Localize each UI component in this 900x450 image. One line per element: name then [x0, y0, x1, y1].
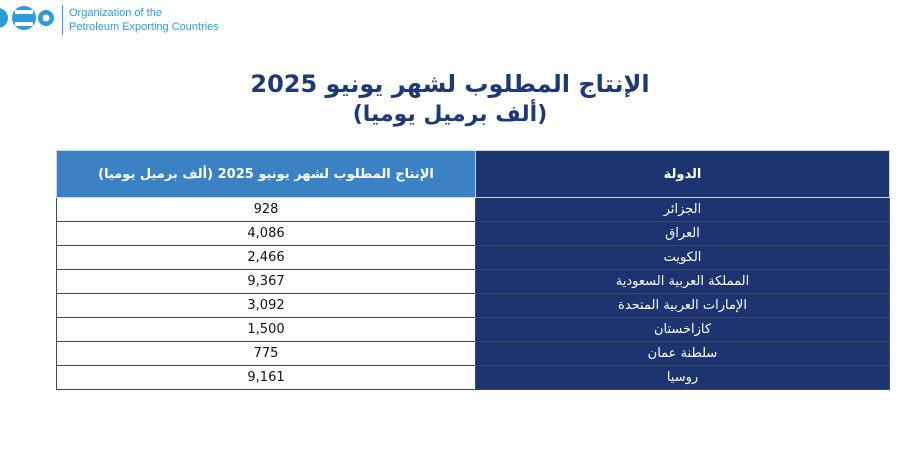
title-line2: (ألف برميل يوميا) [352, 102, 548, 127]
cell-country: العراق [475, 221, 890, 246]
cell-country: الكويت [475, 245, 890, 270]
opec-logo-icon [0, 0, 56, 40]
org-name: Organization of the Petroleum Exporting … [69, 6, 219, 34]
cell-production-value: 2,466 [56, 245, 476, 270]
cell-production-value: 9,161 [56, 365, 476, 390]
cell-country: روسيا [475, 365, 890, 390]
page-title: الإنتاج المطلوب لشهر يونيو 2025 (ألف برم… [0, 68, 900, 130]
cell-production-value: 775 [56, 341, 476, 366]
table-row: 9,161 روسيا [56, 365, 890, 390]
cell-country: كازاخستان [475, 317, 890, 342]
org-name-line2: Petroleum Exporting Countries [69, 21, 219, 33]
cell-country: الإمارات العربية المتحدة [475, 293, 890, 318]
table-row: 2,466 الكويت [56, 245, 890, 270]
table-header-row: الإنتاج المطلوب لشهر يونيو 2025 (ألف برم… [56, 150, 890, 198]
cell-production-value: 9,367 [56, 269, 476, 294]
table-row: 3,092 الإمارات العربية المتحدة [56, 293, 890, 318]
table-row: 775 سلطنة عمان [56, 341, 890, 366]
cell-country: المملكة العربية السعودية [475, 269, 890, 294]
cell-production-value: 4,086 [56, 221, 476, 246]
header-country: الدولة [475, 150, 890, 198]
org-name-line1: Organization of the [69, 7, 162, 19]
opec-header: Organization of the Petroleum Exporting … [0, 0, 219, 40]
table-body: 928 الجزائر 4,086 العراق 2,466 الكويت 9,367 الم… [56, 197, 890, 390]
cell-production-value: 3,092 [56, 293, 476, 318]
logo-divider [62, 5, 63, 35]
title-line1: الإنتاج المطلوب لشهر يونيو 2025 [250, 70, 650, 98]
cell-production-value: 928 [56, 197, 476, 222]
cell-country: الجزائر [475, 197, 890, 222]
cell-production-value: 1,500 [56, 317, 476, 342]
table-row: 9,367 المملكة العربية السعودية [56, 269, 890, 294]
table-row: 928 الجزائر [56, 197, 890, 222]
table-row: 1,500 كازاخستان [56, 317, 890, 342]
header-required-production: الإنتاج المطلوب لشهر يونيو 2025 (ألف برم… [56, 150, 476, 198]
production-table: الإنتاج المطلوب لشهر يونيو 2025 (ألف برم… [56, 150, 890, 390]
cell-country: سلطنة عمان [475, 341, 890, 366]
table-row: 4,086 العراق [56, 221, 890, 246]
